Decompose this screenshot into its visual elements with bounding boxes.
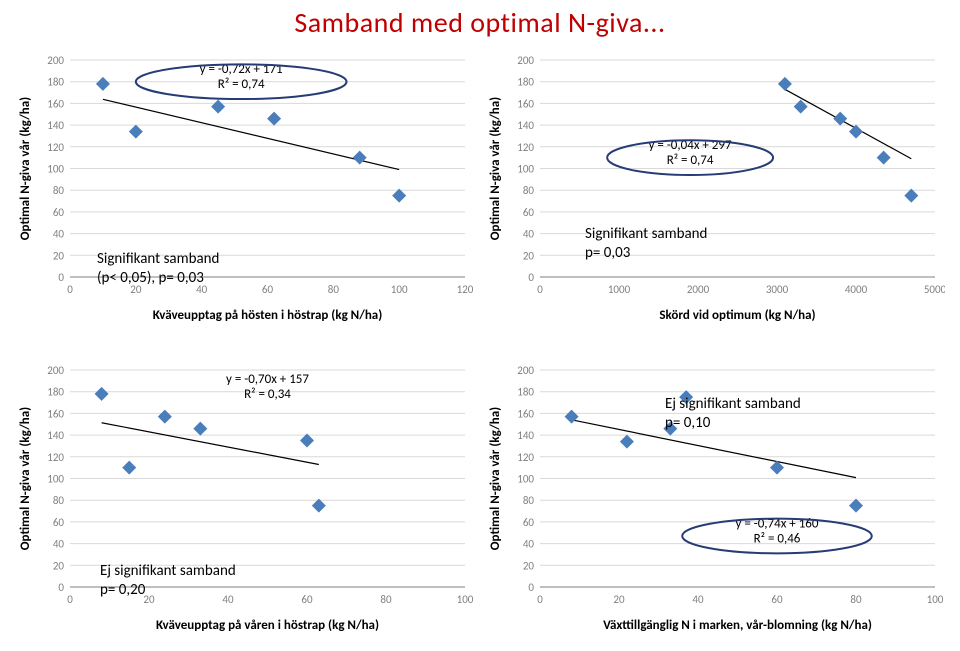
svg-text:80: 80 bbox=[328, 283, 340, 296]
svg-text:3000: 3000 bbox=[766, 283, 789, 296]
svg-text:0: 0 bbox=[58, 581, 64, 594]
annotation-line: p= 0,10 bbox=[665, 414, 710, 432]
svg-text:20: 20 bbox=[53, 249, 65, 262]
svg-text:20: 20 bbox=[613, 593, 625, 606]
svg-text:40: 40 bbox=[53, 228, 65, 241]
svg-text:60: 60 bbox=[523, 516, 535, 529]
svg-text:Växttillgänglig N i marken, vå: Växttillgänglig N i marken, vår-blomning… bbox=[603, 618, 872, 633]
svg-text:20: 20 bbox=[53, 559, 65, 572]
svg-text:0: 0 bbox=[528, 271, 534, 284]
svg-text:180: 180 bbox=[47, 386, 64, 399]
svg-text:200: 200 bbox=[47, 364, 64, 377]
svg-text:200: 200 bbox=[47, 54, 64, 67]
svg-text:Optimal N-giva vår (kg/ha): Optimal N-giva vår (kg/ha) bbox=[488, 407, 503, 550]
svg-text:0: 0 bbox=[58, 271, 64, 284]
svg-text:Optimal N-giva vår (kg/ha): Optimal N-giva vår (kg/ha) bbox=[488, 97, 503, 240]
svg-text:0: 0 bbox=[67, 283, 73, 296]
svg-text:160: 160 bbox=[517, 407, 534, 420]
svg-text:160: 160 bbox=[517, 97, 534, 110]
svg-text:80: 80 bbox=[380, 593, 392, 606]
chart-top-right: 0204060801001201401601802000100020003000… bbox=[485, 50, 945, 325]
svg-text:60: 60 bbox=[301, 593, 313, 606]
svg-text:100: 100 bbox=[927, 593, 944, 606]
svg-text:40: 40 bbox=[523, 538, 535, 551]
svg-text:Optimal N-giva vår (kg/ha): Optimal N-giva vår (kg/ha) bbox=[18, 97, 33, 240]
annotation-line: p= 0,20 bbox=[100, 581, 145, 599]
svg-text:60: 60 bbox=[53, 516, 65, 529]
svg-text:140: 140 bbox=[517, 119, 534, 132]
svg-text:160: 160 bbox=[47, 97, 64, 110]
svg-text:100: 100 bbox=[47, 163, 64, 176]
svg-text:0: 0 bbox=[537, 283, 543, 296]
svg-text:20: 20 bbox=[523, 559, 535, 572]
svg-text:R² = 0,74: R² = 0,74 bbox=[218, 77, 265, 92]
svg-text:4000: 4000 bbox=[845, 283, 868, 296]
svg-text:Kväveupptag på hösten i höstra: Kväveupptag på hösten i höstrap (kg N/ha… bbox=[153, 308, 383, 323]
chart-bottom-left: 020406080100120140160180200020406080100y… bbox=[15, 360, 475, 635]
annotation-line: (p< 0,05), p= 0,03 bbox=[97, 269, 204, 287]
svg-text:160: 160 bbox=[47, 407, 64, 420]
annotation-line: Signifikant samband bbox=[97, 250, 219, 268]
annotation-top-right: Signifikant sambandp= 0,03 bbox=[585, 225, 707, 263]
svg-text:0: 0 bbox=[67, 593, 73, 606]
svg-text:140: 140 bbox=[47, 119, 64, 132]
page-title: Samband med optimal N-giva... bbox=[0, 5, 960, 40]
svg-text:R² = 0,46: R² = 0,46 bbox=[754, 531, 801, 546]
chart-top-left: 0204060801001201401601802000204060801001… bbox=[15, 50, 475, 325]
svg-text:120: 120 bbox=[47, 451, 64, 464]
svg-text:R² = 0,34: R² = 0,34 bbox=[244, 387, 291, 402]
annotation-line: Ej signifikant samband bbox=[100, 562, 236, 580]
svg-text:40: 40 bbox=[523, 228, 535, 241]
annotation-bottom-left: Ej signifikant sambandp= 0,20 bbox=[100, 562, 236, 600]
svg-text:80: 80 bbox=[850, 593, 862, 606]
svg-text:100: 100 bbox=[391, 283, 408, 296]
svg-text:180: 180 bbox=[517, 76, 534, 89]
svg-text:100: 100 bbox=[47, 473, 64, 486]
svg-text:180: 180 bbox=[517, 386, 534, 399]
svg-text:y = -0,70x + 157: y = -0,70x + 157 bbox=[226, 372, 309, 387]
svg-text:60: 60 bbox=[771, 593, 783, 606]
svg-text:60: 60 bbox=[523, 206, 535, 219]
svg-text:80: 80 bbox=[523, 494, 535, 507]
annotation-bottom-right: Ej signifikant sambandp= 0,10 bbox=[665, 395, 801, 433]
svg-text:140: 140 bbox=[517, 429, 534, 442]
annotation-line: Ej signifikant samband bbox=[665, 395, 801, 413]
annotation-top-left: Signifikant samband(p< 0,05), p= 0,03 bbox=[97, 250, 219, 288]
annotation-line: p= 0,03 bbox=[585, 244, 630, 262]
svg-text:120: 120 bbox=[457, 283, 474, 296]
svg-text:100: 100 bbox=[517, 473, 534, 486]
svg-text:Kväveupptag på våren i höstrap: Kväveupptag på våren i höstrap (kg N/ha) bbox=[156, 618, 379, 633]
svg-text:180: 180 bbox=[47, 76, 64, 89]
svg-text:200: 200 bbox=[517, 364, 534, 377]
svg-text:140: 140 bbox=[47, 429, 64, 442]
svg-text:Optimal N-giva vår (kg/ha): Optimal N-giva vår (kg/ha) bbox=[18, 407, 33, 550]
svg-text:0: 0 bbox=[528, 581, 534, 594]
svg-text:60: 60 bbox=[262, 283, 274, 296]
svg-text:100: 100 bbox=[517, 163, 534, 176]
svg-text:40: 40 bbox=[53, 538, 65, 551]
svg-text:80: 80 bbox=[53, 494, 65, 507]
svg-text:100: 100 bbox=[457, 593, 474, 606]
svg-text:60: 60 bbox=[53, 206, 65, 219]
svg-text:120: 120 bbox=[47, 141, 64, 154]
svg-text:80: 80 bbox=[523, 184, 535, 197]
svg-text:200: 200 bbox=[517, 54, 534, 67]
svg-text:120: 120 bbox=[517, 141, 534, 154]
page: Samband med optimal N-giva... 0 20 40 60 80 1… bbox=[0, 0, 960, 651]
svg-text:0: 0 bbox=[537, 593, 543, 606]
svg-text:20: 20 bbox=[523, 249, 535, 262]
annotation-line: Signifikant samband bbox=[585, 225, 707, 243]
svg-text:1000: 1000 bbox=[608, 283, 631, 296]
svg-text:Skörd vid optimum (kg N/ha): Skörd vid optimum (kg N/ha) bbox=[659, 308, 815, 323]
svg-text:R² = 0,74: R² = 0,74 bbox=[667, 153, 714, 168]
svg-text:2000: 2000 bbox=[687, 283, 710, 296]
svg-text:120: 120 bbox=[517, 451, 534, 464]
svg-text:80: 80 bbox=[53, 184, 65, 197]
svg-text:5000: 5000 bbox=[924, 283, 945, 296]
svg-text:40: 40 bbox=[692, 593, 704, 606]
